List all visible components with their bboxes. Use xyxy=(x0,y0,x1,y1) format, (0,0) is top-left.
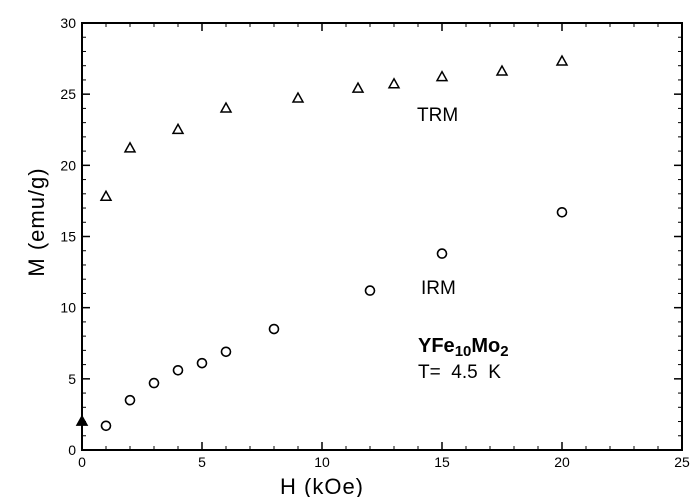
y-tick-label: 15 xyxy=(60,229,76,245)
trm-point xyxy=(99,189,113,201)
y-tick-label: 25 xyxy=(60,86,76,102)
compound-mid: Mo xyxy=(471,335,500,357)
irm-point xyxy=(436,248,448,259)
y-tick-label: 20 xyxy=(60,157,76,173)
data-marks xyxy=(75,54,569,432)
h0-point xyxy=(75,414,89,426)
ticks xyxy=(81,22,683,451)
trm-point xyxy=(123,141,137,153)
compound-main: YFe xyxy=(418,335,455,357)
axes xyxy=(81,22,683,451)
y-tick-label: 5 xyxy=(68,371,76,387)
x-axis-title: H (kOe) xyxy=(280,474,364,497)
irm-point xyxy=(148,377,160,389)
compound-sub1: 10 xyxy=(455,343,472,360)
x-tick-label: 25 xyxy=(674,454,690,470)
plot-frame xyxy=(81,22,683,451)
irm-point xyxy=(100,420,112,432)
compound-sub2: 2 xyxy=(500,343,508,360)
x-tick-label: 0 xyxy=(78,454,86,470)
trm-point xyxy=(219,101,233,113)
irm-point xyxy=(196,357,208,369)
trm-point xyxy=(387,77,401,89)
y-tick-label: 30 xyxy=(60,15,76,31)
irm-point xyxy=(124,394,136,406)
irm-point xyxy=(556,207,568,218)
compound-label: YFe10Mo2 xyxy=(418,335,509,360)
trm-point xyxy=(435,70,449,82)
trm-point xyxy=(291,91,305,103)
trm-point xyxy=(171,122,185,135)
x-tick-label: 15 xyxy=(434,454,450,470)
x-tick-label: 10 xyxy=(314,454,330,470)
trm-point xyxy=(555,54,569,66)
irm-point xyxy=(172,364,184,376)
irm-point xyxy=(364,285,376,296)
y-axis-title: M (emu/g) xyxy=(24,167,49,276)
trm-point xyxy=(351,81,365,93)
temperature-label: T= 4.5 K xyxy=(418,362,501,383)
irm-point xyxy=(220,346,232,358)
x-tick-label: 20 xyxy=(554,454,570,470)
trm-point xyxy=(495,64,509,76)
series-label-trm: TRM xyxy=(417,105,458,126)
y-tick-label: 10 xyxy=(60,300,76,316)
series-label-irm: IRM xyxy=(421,278,456,299)
y-tick-label: 0 xyxy=(68,442,76,458)
x-tick-label: 5 xyxy=(198,454,206,470)
irm-point xyxy=(268,323,280,335)
tick-labels: 0 5 10 15 20 25 0 5 10 15 20 25 30 xyxy=(60,15,690,470)
